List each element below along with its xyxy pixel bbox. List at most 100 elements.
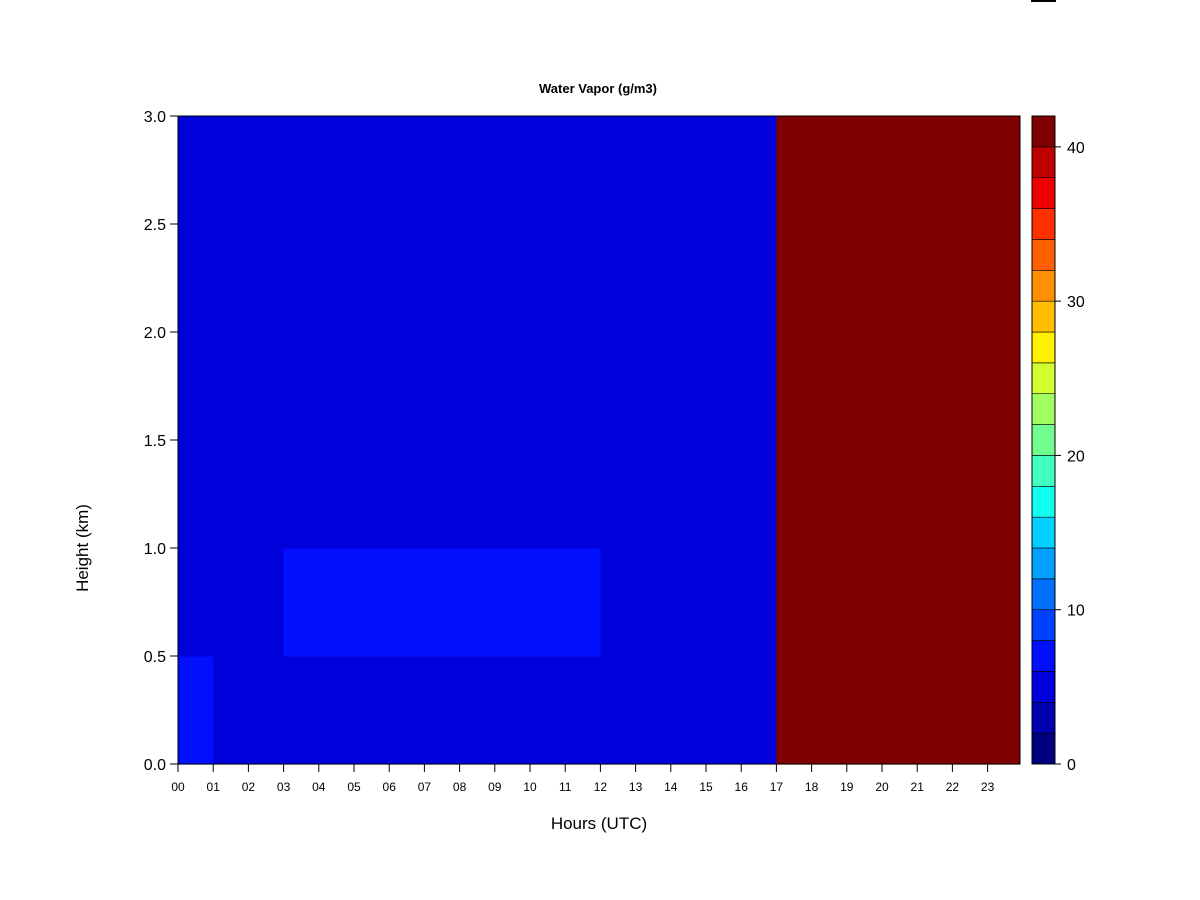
colorbar-swatch bbox=[1031, 732, 1056, 765]
x-tick-label: 13 bbox=[629, 780, 643, 794]
y-tick-label: 0.0 bbox=[144, 757, 166, 774]
heatmap-cell bbox=[389, 116, 425, 225]
heatmap-cell bbox=[424, 116, 461, 225]
heatmap-cell bbox=[987, 116, 1020, 225]
heatmap-cell bbox=[934, 332, 953, 441]
heatmap-cell bbox=[670, 440, 707, 549]
heatmap-cell bbox=[970, 548, 989, 657]
heatmap-cell bbox=[952, 116, 971, 225]
heatmap-cell bbox=[934, 548, 953, 657]
x-tick-label: 08 bbox=[453, 780, 467, 794]
heatmap-cell bbox=[565, 440, 601, 549]
heatmap-cell bbox=[741, 224, 777, 333]
heatmap-cell bbox=[565, 224, 601, 333]
heatmap-cell bbox=[213, 548, 249, 657]
heatmap-cell bbox=[776, 440, 813, 549]
heatmap-cell bbox=[600, 332, 637, 441]
heatmap-cell bbox=[635, 224, 672, 333]
heatmap-cell bbox=[354, 656, 390, 765]
heatmap-cell bbox=[917, 656, 936, 765]
x-tick-label: 19 bbox=[840, 780, 854, 794]
y-tick-label: 1.0 bbox=[144, 541, 166, 558]
x-tick-label: 05 bbox=[347, 780, 361, 794]
x-tick-label: 14 bbox=[664, 780, 678, 794]
y-tick-label: 1.5 bbox=[144, 433, 166, 450]
heatmap-cell bbox=[389, 224, 425, 333]
heatmap-cell bbox=[600, 548, 637, 657]
heatmap-cell bbox=[283, 440, 320, 549]
heatmap-cell bbox=[459, 332, 496, 441]
heatmap-cell bbox=[635, 440, 672, 549]
x-tick-label: 06 bbox=[383, 780, 397, 794]
corner-mark bbox=[1031, 0, 1056, 2]
heatmap-cell bbox=[811, 656, 848, 765]
heatmap-cell bbox=[970, 116, 989, 225]
heatmap-cell bbox=[917, 332, 936, 441]
colorbar-tick-label: 10 bbox=[1067, 603, 1085, 620]
heatmap-cell bbox=[934, 440, 953, 549]
x-axis-label: Hours (UTC) bbox=[551, 814, 647, 833]
heatmap-cell bbox=[970, 332, 989, 441]
heatmap-cell bbox=[213, 332, 249, 441]
x-tick-label: 18 bbox=[805, 780, 819, 794]
heatmap-cell bbox=[213, 224, 249, 333]
colorbar-swatch bbox=[1031, 455, 1056, 487]
heatmap-cell bbox=[354, 440, 390, 549]
x-tick-label: 03 bbox=[277, 780, 291, 794]
colorbar: 0 10 20 30 40 bbox=[1031, 115, 1085, 774]
colorbar-swatch bbox=[1031, 701, 1056, 734]
heatmap-cell bbox=[741, 656, 777, 765]
y-tick-label: 0.5 bbox=[144, 649, 166, 666]
heatmap-cell bbox=[213, 116, 249, 225]
y-axis: 0.0 0.5 1.0 1.5 2.0 2.5 3.0 bbox=[144, 109, 178, 774]
heatmap-cell bbox=[670, 116, 707, 225]
heatmap-cell bbox=[459, 656, 496, 765]
heatmap-cell bbox=[952, 656, 971, 765]
heatmap-cell bbox=[318, 332, 355, 441]
heatmap-cell bbox=[283, 116, 320, 225]
heatmap-cell bbox=[846, 116, 883, 225]
heatmap-cell bbox=[389, 656, 425, 765]
heatmap-cell bbox=[600, 440, 637, 549]
heatmap-cell bbox=[354, 332, 390, 441]
x-tick-label: 20 bbox=[875, 780, 889, 794]
heatmap-cell bbox=[706, 332, 742, 441]
heatmap-cell bbox=[494, 656, 531, 765]
heatmap-cell bbox=[283, 224, 320, 333]
heatmap-cell bbox=[424, 656, 461, 765]
heatmap-cell bbox=[811, 332, 848, 441]
heatmap-cell bbox=[741, 548, 777, 657]
heatmap-cell bbox=[600, 116, 637, 225]
y-tick-label: 3.0 bbox=[144, 109, 166, 126]
heatmap-cell bbox=[600, 224, 637, 333]
heatmap-cell bbox=[248, 656, 285, 765]
colorbar-swatch bbox=[1031, 578, 1056, 611]
heatmap-cell bbox=[354, 548, 390, 657]
x-tick-label: 21 bbox=[911, 780, 925, 794]
heatmap-cell bbox=[635, 548, 672, 657]
heatmap-cell bbox=[283, 656, 320, 765]
heatmap-cell bbox=[565, 332, 601, 441]
heatmap-cell bbox=[530, 332, 566, 441]
heatmap-cell bbox=[565, 116, 601, 225]
colorbar-swatch bbox=[1031, 239, 1056, 271]
heatmap-cell bbox=[987, 224, 1020, 333]
heatmap-cell bbox=[952, 548, 971, 657]
heatmap-cell bbox=[178, 332, 214, 441]
colorbar-swatch bbox=[1031, 362, 1056, 395]
heatmap-cell bbox=[934, 224, 953, 333]
colorbar-swatch bbox=[1031, 208, 1056, 240]
heatmap-cell bbox=[389, 332, 425, 441]
heatmap-cell bbox=[706, 224, 742, 333]
x-tick-label: 17 bbox=[770, 780, 784, 794]
colorbar-swatch bbox=[1031, 516, 1056, 549]
colorbar-swatch bbox=[1031, 671, 1056, 703]
heatmap-cell bbox=[318, 224, 355, 333]
heatmap-cell bbox=[318, 548, 355, 657]
heatmap-cell bbox=[987, 332, 1020, 441]
heatmap-cell bbox=[494, 548, 531, 657]
heatmap-cell bbox=[952, 332, 971, 441]
heatmap-cell bbox=[494, 440, 531, 549]
heatmap-cell bbox=[987, 440, 1020, 549]
heatmap-cell bbox=[424, 332, 461, 441]
